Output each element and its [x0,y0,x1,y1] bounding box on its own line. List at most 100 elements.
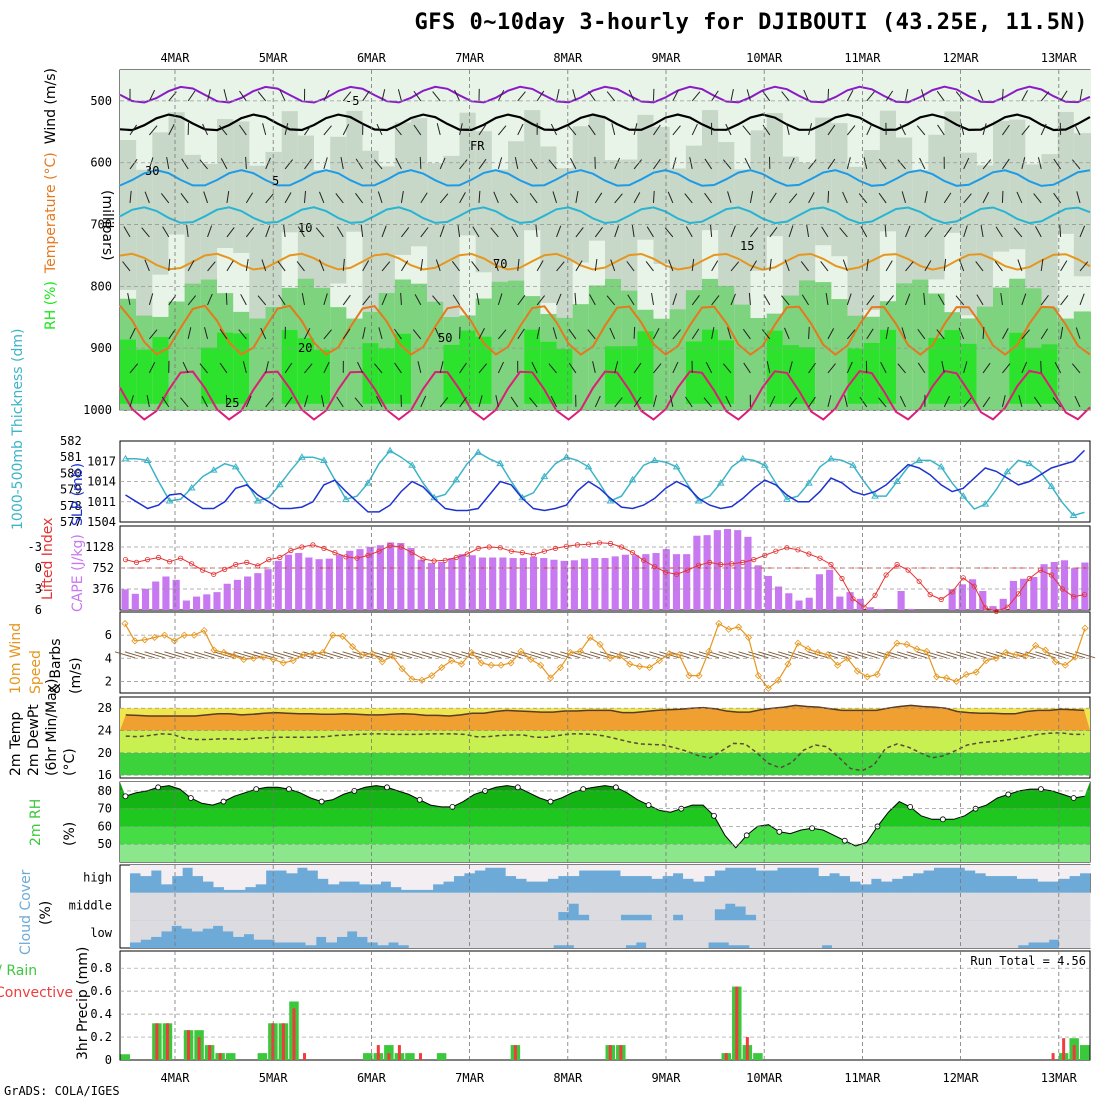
wind-barb [1001,88,1004,101]
wind-barb [265,157,271,170]
cloud-gap [547,865,559,879]
wind-barb [457,224,461,237]
wind-barb [1052,397,1061,408]
wind-speed-point [576,647,584,655]
surface-wind-barb [619,651,640,659]
surface-wind-barb [391,651,413,659]
rh-point [1038,786,1044,793]
wind-barb [439,361,444,374]
surface-wind-barb [421,651,442,659]
cloud-gap [904,920,916,948]
rh-band [314,349,332,404]
wind-barb [297,226,305,238]
wind-barb [808,123,813,136]
cloud-gap [213,865,225,888]
wind-barb [517,123,524,136]
cloud-gap [253,920,265,940]
wind-barb [905,261,914,272]
temp-tick-label: 24 [98,724,112,738]
wind-barb [628,89,635,102]
rh-band [265,151,283,314]
cloud-gap [860,892,872,921]
rh-band [669,309,687,410]
cloud-gap [933,865,945,868]
cloud-gap [191,920,203,932]
wind-barb [691,328,700,340]
cape-bar [223,583,231,610]
cloud-gap [728,920,740,946]
rh-point [939,816,946,823]
cloud-gap [542,920,554,948]
rh-band [475,336,493,404]
wind-barb [730,261,740,272]
thickness-point [672,462,681,470]
cloud-gap [1069,892,1081,921]
wind-barb [878,158,887,170]
thickness-point [165,496,174,504]
cape-bar [581,558,589,610]
li-point [982,605,988,611]
cloud-gap [422,865,434,890]
wind-barb [763,294,771,306]
rh-ylabel: 2m RH (%) [28,799,78,846]
rh-band [491,281,509,410]
wind-barb [936,90,945,102]
li-point [354,555,360,561]
wind-barb [572,89,577,102]
wind-barb [788,157,795,170]
cloud-gap [432,892,444,921]
wind-barb [242,361,247,374]
cape-bar [1009,580,1017,610]
cape-bar [897,591,905,610]
cloud-gap [181,920,193,929]
wind-barb [257,295,267,306]
wind-barb [245,192,254,204]
li-point [883,572,889,578]
wind-barb [982,192,990,204]
rh-band [831,299,849,410]
wind-barb [497,89,505,102]
cloud-gap [223,892,235,921]
li-ylabel: Lifted Index [40,518,56,600]
wind-barb [148,89,156,102]
wind-barb [336,396,344,408]
cloud-gap [484,865,496,868]
rh-tick-label: 80 [98,784,112,798]
surface-wind-barb [688,651,710,659]
wind-speed-point [903,640,911,648]
li-point [1059,586,1066,592]
rh-point [711,812,717,819]
cloud-gap [161,865,173,885]
wind-barb [846,361,853,374]
wind-barb [943,258,947,271]
rh-band [136,349,154,404]
cape-bar [244,576,252,610]
cloud-gap [891,892,903,921]
cape-bar [754,565,762,610]
wind-barb [207,89,211,102]
cape-bar [397,542,405,610]
wind-barb [943,226,952,238]
wind-barb [1053,158,1062,170]
wind-speed-point [438,663,446,672]
li-point [222,566,228,573]
wind-barb [749,191,754,204]
wind-barb [963,157,970,170]
slp-tick-label: 1014 [87,475,116,489]
wind-barb [497,157,503,170]
cape-bar [1020,578,1028,610]
cloud-gap [338,892,350,921]
precip-convective-bar [724,1053,728,1060]
wind-barb [1060,260,1068,272]
cloud-gap [336,920,348,937]
cape-bar [591,558,599,610]
surface-wind-barb [273,651,294,659]
wind-barb [168,123,175,136]
cape-bar [172,579,180,610]
cloud-gap [244,865,256,888]
wind-barb [199,159,208,170]
cloud-gap [160,920,172,932]
cloud-gap [388,920,399,943]
cloud-gap [463,892,475,921]
cape-bar [254,573,262,610]
